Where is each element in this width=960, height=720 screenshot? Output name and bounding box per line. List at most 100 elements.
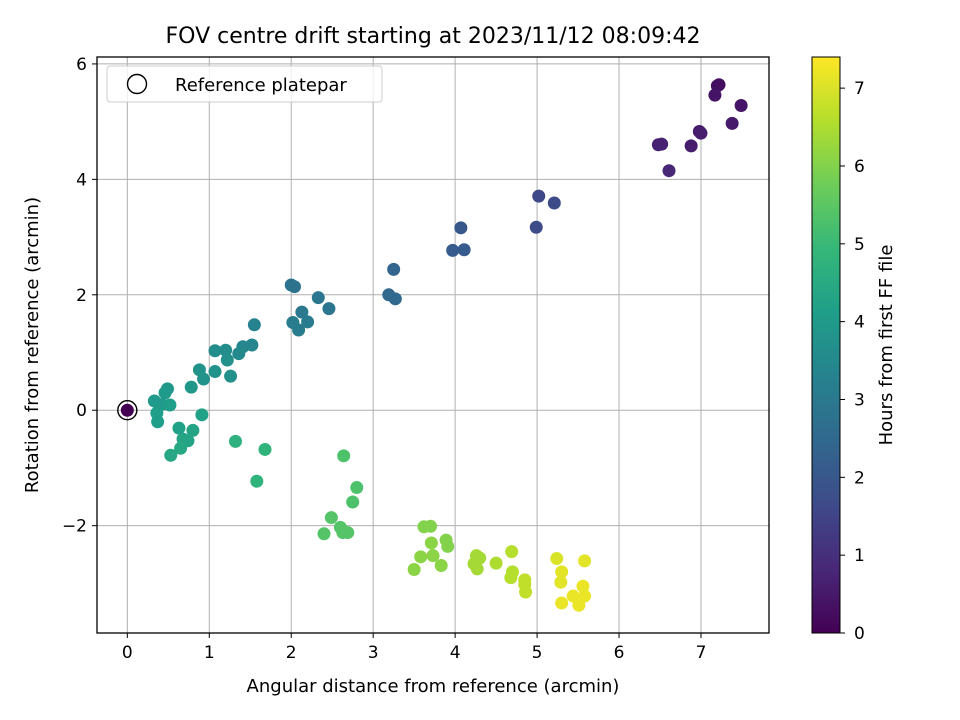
- colorbar-tick-label: 4: [854, 313, 865, 333]
- data-point: [407, 563, 421, 577]
- data-point: [295, 305, 309, 319]
- data-point: [576, 579, 590, 593]
- data-point: [547, 196, 561, 210]
- data-point: [258, 442, 272, 456]
- data-point: [311, 291, 325, 305]
- colorbar-label: Hours from first FF file: [876, 245, 897, 446]
- data-point: [337, 449, 351, 463]
- data-point: [151, 415, 165, 429]
- data-point: [163, 398, 177, 412]
- data-point: [424, 519, 438, 533]
- x-tick-label: 6: [614, 643, 625, 663]
- y-tick-label: 6: [76, 55, 87, 75]
- data-point: [454, 221, 468, 235]
- data-point: [164, 448, 178, 462]
- y-axis-label: Rotation from reference (arcmin): [22, 197, 43, 493]
- data-point: [555, 565, 569, 579]
- data-point: [172, 421, 186, 435]
- data-point: [341, 526, 355, 540]
- reference-platepar-marker: [117, 400, 138, 421]
- data-point: [292, 323, 306, 337]
- y-tick-label: 2: [76, 286, 87, 306]
- data-point: [550, 552, 564, 566]
- x-tick-label: 5: [532, 643, 543, 663]
- data-point: [186, 423, 200, 437]
- data-points: [147, 78, 748, 612]
- colorbar-tick-label: 2: [854, 468, 865, 488]
- x-tick-label: 0: [122, 643, 133, 663]
- data-point: [388, 292, 402, 306]
- data-point: [662, 164, 676, 178]
- x-tick-label: 2: [286, 643, 297, 663]
- legend: Reference platepar: [106, 65, 383, 103]
- data-point: [228, 434, 242, 448]
- legend-box: [106, 65, 383, 103]
- data-point: [317, 527, 331, 541]
- data-point: [470, 562, 484, 576]
- x-tick-label: 3: [368, 643, 379, 663]
- data-point: [301, 315, 315, 329]
- data-point: [158, 386, 172, 400]
- y-axis-ticks: −2 0 2 4 6: [62, 55, 97, 537]
- data-point: [734, 98, 748, 112]
- data-point: [350, 481, 364, 495]
- reference-point-layer: [117, 400, 138, 421]
- data-point: [414, 550, 428, 564]
- data-point: [434, 558, 448, 572]
- legend-marker: [126, 73, 148, 95]
- data-point: [446, 243, 460, 257]
- data-point: [529, 220, 543, 234]
- data-point: [387, 262, 401, 276]
- data-point: [208, 365, 222, 379]
- data-point: [220, 353, 234, 367]
- colorbar-tick-label: 0: [854, 624, 865, 644]
- plot-frame: [96, 56, 770, 634]
- x-tick-label: 7: [696, 643, 707, 663]
- colorbar: [811, 56, 841, 634]
- data-point: [424, 536, 438, 550]
- data-point: [694, 126, 708, 140]
- data-point: [195, 408, 209, 422]
- colorbar-ticks: 0 1 2 3 4 5 6 7: [840, 79, 865, 644]
- y-tick-label: −2: [62, 517, 87, 537]
- data-point: [208, 344, 222, 358]
- data-point: [554, 575, 568, 589]
- data-point: [504, 571, 518, 585]
- data-point: [489, 556, 503, 570]
- data-point: [532, 189, 546, 203]
- data-point: [572, 598, 586, 612]
- data-point: [247, 318, 261, 332]
- chart-title: FOV centre drift starting at 2023/11/12 …: [166, 24, 701, 49]
- x-tick-label: 1: [204, 643, 215, 663]
- data-point: [426, 549, 440, 563]
- colorbar-tick-label: 1: [854, 546, 865, 566]
- reference-data-point: [120, 403, 134, 417]
- y-tick-label: 0: [76, 401, 87, 421]
- data-point: [555, 596, 569, 610]
- colorbar-tick-label: 5: [854, 235, 865, 255]
- grid: [97, 57, 769, 633]
- data-point: [346, 495, 360, 509]
- colorbar-tick-label: 6: [854, 157, 865, 177]
- data-point: [322, 302, 336, 316]
- x-tick-label: 4: [450, 643, 461, 663]
- data-point: [505, 545, 519, 559]
- data-point: [197, 372, 211, 386]
- x-axis-label: Angular distance from reference (arcmin): [247, 676, 620, 697]
- data-point: [219, 343, 233, 357]
- data-point: [725, 116, 739, 130]
- data-point: [712, 78, 726, 92]
- data-point: [578, 554, 592, 568]
- x-axis-ticks: 0 1 2 3 4 5 6 7: [122, 633, 706, 663]
- data-point: [457, 243, 471, 257]
- data-point: [224, 369, 238, 383]
- data-point: [174, 441, 188, 455]
- data-point: [232, 347, 246, 361]
- data-point: [184, 380, 198, 394]
- colorbar-tick-label: 3: [854, 390, 865, 410]
- data-point: [651, 138, 665, 152]
- data-point: [250, 474, 264, 488]
- data-point: [324, 511, 338, 525]
- data-point: [441, 539, 455, 553]
